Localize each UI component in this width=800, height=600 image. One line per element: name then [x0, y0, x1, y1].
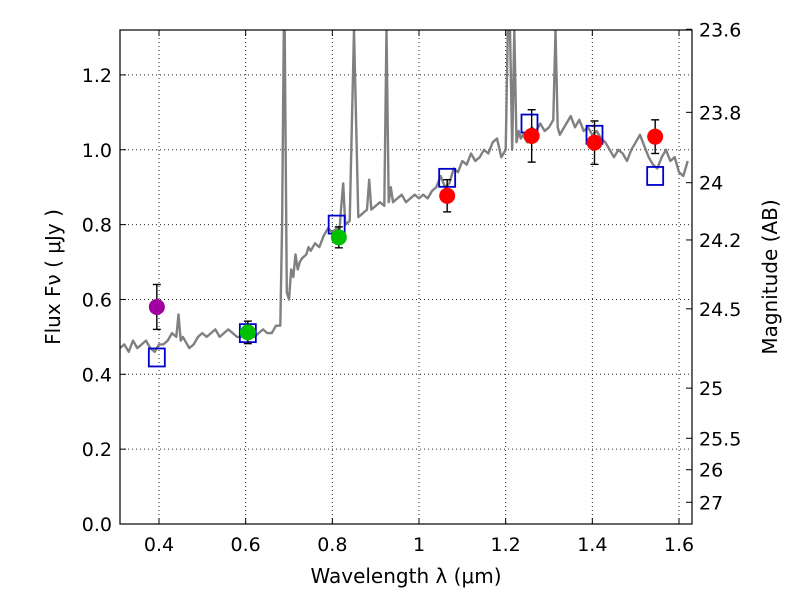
model-spectrum-layer — [120, 30, 689, 353]
y-tick-label: 0.4 — [82, 364, 112, 386]
x-tick-label: 1.2 — [491, 534, 521, 556]
x-tick-label: 0.6 — [231, 534, 261, 556]
y-tick-label: 1.0 — [82, 140, 112, 162]
plot-area-background — [120, 30, 692, 524]
x-tick-label: 0.8 — [317, 534, 347, 556]
observed-photometry-point — [647, 128, 664, 145]
right-tick-label: 25.5 — [699, 428, 741, 450]
y-tick-label: 0.2 — [82, 439, 112, 461]
right-tick-label: 23.8 — [699, 102, 741, 124]
x-tick-label: 1.6 — [664, 534, 694, 556]
x-tick-label: 0.4 — [144, 534, 174, 556]
right-tick-label: 24.5 — [699, 299, 741, 321]
observed-photometry-point — [523, 127, 540, 144]
plot-frame — [119, 29, 693, 525]
y-tick-label: 0.8 — [82, 215, 112, 237]
observed-photometry-point — [439, 187, 456, 204]
right-tick-label: 24 — [699, 173, 723, 195]
y-tick-label: 1.2 — [82, 65, 112, 87]
x-axis-label: Wavelength λ (μm) — [310, 564, 501, 588]
x-tick-label: 1 — [413, 534, 425, 556]
observed-photometry-point — [239, 324, 256, 341]
axis-ticks: 0.4 0.6 0.8 1 1.2 1.4 1.6 0.0 0.2 0.4 0.6 0.8 1.0 1.2… — [82, 19, 742, 556]
y-tick-label: 0.0 — [82, 514, 112, 536]
right-tick-label: 26 — [699, 460, 723, 482]
model-spectrum-line — [120, 30, 689, 353]
observed-photometry-point — [148, 298, 165, 315]
synthetic-photometry-square — [147, 347, 166, 368]
right-tick-label: 24.2 — [699, 230, 741, 252]
y-axis-label: Flux Fν ( μJy ) — [41, 209, 65, 345]
right-tick-label: 23.6 — [699, 19, 741, 41]
x-tick-label: 1.4 — [577, 534, 607, 556]
right-tick-label: 25 — [699, 378, 723, 400]
y-tick-label: 0.6 — [82, 289, 112, 311]
synthetic-photometry-square — [646, 166, 665, 186]
observed-photometry-layer — [148, 109, 664, 345]
right-axis-label: Magnitude (AB) — [758, 199, 782, 354]
right-tick-label: 27 — [699, 492, 723, 514]
observed-photometry-point — [330, 229, 347, 246]
observed-photometry-point — [586, 134, 603, 151]
